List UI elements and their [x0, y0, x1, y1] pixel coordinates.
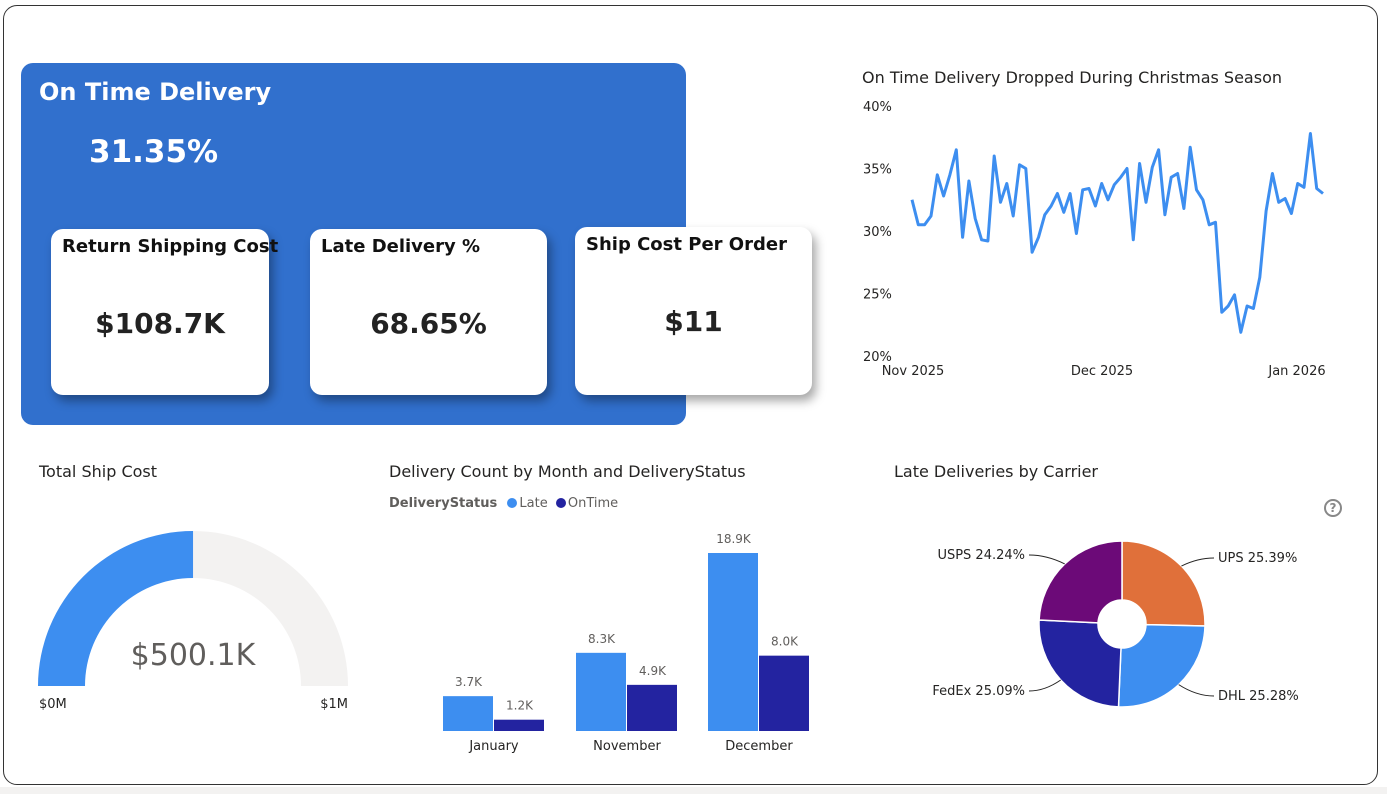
late-delivery-card[interactable]: Late Delivery % 68.65% [310, 229, 547, 395]
card-title: Ship Cost Per Order [586, 234, 787, 255]
legend-dot-late [507, 498, 518, 508]
legend-label-ontime[interactable]: OnTime [567, 496, 619, 511]
card-title: Return Shipping Cost [62, 236, 279, 257]
legend-label-late[interactable]: Late [519, 496, 548, 511]
bottom-strip [0, 787, 1387, 794]
kpi-title: On Time Delivery [39, 78, 272, 106]
legend-title: DeliveryStatus [389, 496, 498, 511]
card-value: $11 [664, 305, 723, 338]
return-shipping-cost-card[interactable]: Return Shipping Cost $108.7K [51, 229, 278, 395]
pie-chart-title: Late Deliveries by Carrier [894, 462, 1099, 481]
question-circle-icon[interactable]: ? [1324, 499, 1342, 517]
legend-dot-ontime [555, 498, 566, 508]
gauge-title: Total Ship Cost [39, 462, 158, 481]
kpi-value: 31.35% [89, 134, 219, 170]
bar-chart-title: Delivery Count by Month and DeliveryStat… [389, 462, 746, 481]
bar-legend: DeliveryStatus Late OnTime [389, 496, 618, 511]
line-chart-title: On Time Delivery Dropped During Christma… [862, 68, 1282, 87]
card-title: Late Delivery % [321, 236, 481, 257]
ship-cost-per-order-card[interactable]: Ship Cost Per Order $11 [575, 227, 812, 395]
card-value: 68.65% [370, 307, 487, 340]
card-value: $108.7K [95, 307, 225, 340]
